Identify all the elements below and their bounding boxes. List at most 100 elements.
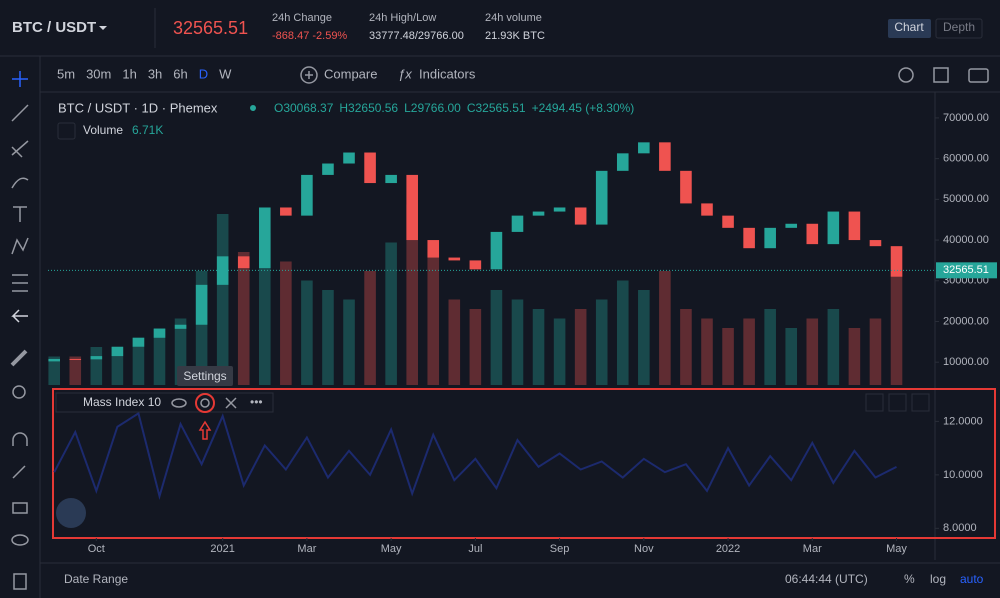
tool-icon[interactable] <box>11 177 29 189</box>
candle-body <box>90 356 103 360</box>
interval[interactable]: D <box>199 66 208 81</box>
interval[interactable]: 5m <box>57 66 75 81</box>
ohlc-value: O30068.37 <box>274 101 334 115</box>
volume-value: 6.71K <box>132 123 163 137</box>
tool-icon[interactable] <box>11 237 29 255</box>
volume-bar <box>848 328 861 385</box>
x-tick-label: May <box>886 543 907 555</box>
volume-bar <box>890 271 903 385</box>
settings-icon[interactable] <box>898 67 914 83</box>
volume-bar <box>785 328 798 385</box>
x-tick-label: Sep <box>550 543 570 555</box>
indicators[interactable]: Indicators <box>419 66 476 81</box>
tab[interactable] <box>935 18 983 39</box>
x-tick-label: May <box>381 543 402 555</box>
camera-icon[interactable] <box>968 68 989 83</box>
candle-body <box>258 207 271 269</box>
compare-icon[interactable] <box>300 66 318 84</box>
visibility-icon[interactable] <box>171 398 187 408</box>
candle-body <box>785 223 798 228</box>
collapse[interactable] <box>57 122 76 140</box>
more-icon[interactable]: ••• <box>250 395 263 409</box>
fullscreen-icon[interactable] <box>933 67 949 83</box>
tool-icon[interactable] <box>12 465 26 479</box>
tab-label[interactable]: Chart <box>894 20 924 34</box>
tool-icon[interactable] <box>11 104 29 122</box>
candle-body <box>111 346 124 357</box>
volume-bar <box>616 280 629 385</box>
pane-button[interactable] <box>888 393 907 412</box>
candle-body <box>280 207 292 216</box>
tool-icon[interactable] <box>13 573 27 590</box>
clock: 06:44:44 (UTC) <box>785 572 868 586</box>
volume-bar <box>764 309 776 385</box>
chart-title: BTC / USDT · 1D · Phemex <box>58 100 218 115</box>
pair[interactable]: BTC / USDT <box>12 19 96 36</box>
interval[interactable]: 6h <box>173 66 187 81</box>
tool-icon[interactable] <box>12 71 28 87</box>
candle-body <box>448 257 461 261</box>
x-tick-label: Mar <box>297 543 316 555</box>
tab[interactable] <box>888 19 931 38</box>
ohlc-value: L29766.00 <box>404 101 461 115</box>
tool-icon[interactable] <box>11 309 28 323</box>
pane-button[interactable] <box>865 393 884 412</box>
candle-body <box>638 142 650 154</box>
volume-bar <box>869 318 882 385</box>
interval[interactable]: 3h <box>148 66 162 81</box>
interval[interactable]: 1h <box>122 66 136 81</box>
pane-button[interactable] <box>911 393 930 412</box>
volume-bar <box>448 299 461 385</box>
ohlc-value: C32565.51 <box>467 101 526 115</box>
option[interactable]: % <box>904 572 915 586</box>
candle-body <box>511 215 524 232</box>
candle-body <box>322 163 334 175</box>
candle-body <box>153 328 166 338</box>
candle-body <box>659 142 671 171</box>
volume-bar <box>553 318 566 385</box>
status-dot <box>250 105 256 111</box>
tab-label[interactable]: Depth <box>943 20 975 34</box>
tool-icon[interactable] <box>12 432 28 446</box>
volume-bar <box>385 242 397 385</box>
volume-bar <box>216 214 229 385</box>
tool-icon[interactable] <box>12 502 28 514</box>
compare[interactable]: Compare <box>324 66 377 81</box>
y-tick-label: 10.0000 <box>943 469 983 481</box>
change-value: +2494.45 (+8.30%) <box>532 101 635 115</box>
candle-body <box>174 324 187 329</box>
candle-body <box>722 215 734 228</box>
candle-body <box>616 153 629 171</box>
volume-bar <box>132 337 145 385</box>
compare-icon <box>305 71 313 79</box>
option[interactable]: log <box>930 572 946 586</box>
tooltip-text: Settings <box>183 369 226 383</box>
date-range[interactable]: Date Range <box>64 572 128 586</box>
price: 32565.51 <box>173 18 248 38</box>
tool-icon[interactable] <box>11 534 29 546</box>
tool-icon[interactable] <box>10 349 28 367</box>
remove-icon[interactable] <box>225 397 237 409</box>
y-tick-label: 10000.00 <box>943 356 989 368</box>
volume-bar <box>364 271 376 385</box>
settings-button[interactable] <box>195 393 215 413</box>
candle-body <box>48 358 61 362</box>
volume-bar <box>301 280 313 385</box>
option[interactable]: auto <box>960 572 984 586</box>
tool-icon[interactable] <box>11 140 29 158</box>
candle-body <box>595 170 608 225</box>
candle-body <box>764 227 776 249</box>
volume-bar <box>511 299 524 385</box>
x-tick-label: Mar <box>803 543 822 555</box>
volume-bar <box>322 290 334 385</box>
tool-icon[interactable] <box>13 206 27 222</box>
volume-bar <box>743 318 755 385</box>
candle-body <box>553 207 566 212</box>
tool-icon[interactable] <box>12 385 26 399</box>
tool-icon[interactable] <box>12 274 28 292</box>
volume-title: Volume <box>83 123 123 137</box>
dropdown-icon[interactable] <box>99 26 107 30</box>
interval[interactable]: 30m <box>86 66 111 81</box>
interval[interactable]: W <box>219 66 232 81</box>
volume-bar <box>638 290 650 385</box>
